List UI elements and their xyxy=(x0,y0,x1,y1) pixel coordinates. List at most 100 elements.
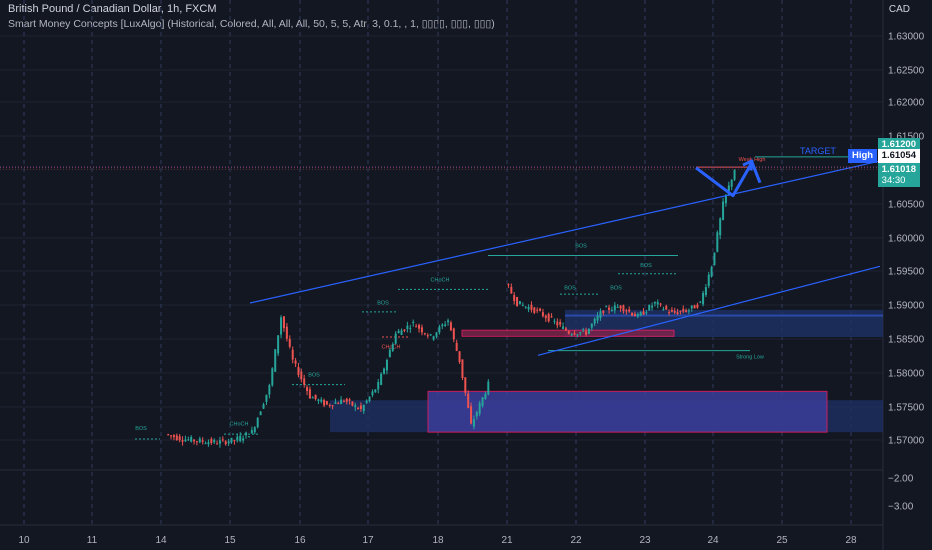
y-tick-label: 1.57500 xyxy=(888,403,925,414)
candle-body xyxy=(285,326,288,339)
candle-body xyxy=(707,274,710,286)
candle-body xyxy=(447,320,450,323)
candle-body xyxy=(727,185,730,195)
candle-body xyxy=(662,309,665,311)
candle-body xyxy=(467,393,470,408)
candle-body xyxy=(564,328,567,331)
candle-body xyxy=(374,389,377,393)
candle-body xyxy=(334,402,337,404)
candle-body xyxy=(184,439,187,442)
candle-body xyxy=(696,304,699,308)
x-tick-label: 21 xyxy=(501,535,513,546)
candle-body xyxy=(631,312,634,316)
candle-body xyxy=(645,312,648,314)
candle-body xyxy=(297,367,300,376)
y-tick-label: 1.62000 xyxy=(888,98,925,109)
candle-body xyxy=(409,328,412,330)
candle-body xyxy=(613,305,616,311)
candle-body xyxy=(377,381,380,390)
y-tick-label: 1.59500 xyxy=(888,267,925,278)
candle-body xyxy=(713,252,716,265)
candle-body xyxy=(670,309,673,312)
candle-body xyxy=(187,439,190,441)
candle-body xyxy=(455,342,458,351)
structure-label: BOS xyxy=(377,300,389,306)
candle-body xyxy=(429,334,432,336)
candle-body xyxy=(530,304,533,310)
candle-body xyxy=(682,308,685,312)
candle-body xyxy=(521,304,524,306)
candle-body xyxy=(345,398,348,402)
candle-body xyxy=(438,326,441,333)
order-block-midline xyxy=(565,314,883,317)
candle-body xyxy=(250,430,253,434)
candle-body xyxy=(426,335,429,337)
candle-body xyxy=(359,405,362,409)
candle-body xyxy=(633,313,636,317)
candle-body xyxy=(587,328,590,334)
candle-body xyxy=(642,311,645,315)
candle-body xyxy=(710,267,713,277)
candle-body xyxy=(699,301,702,303)
candle-body xyxy=(306,387,309,392)
candle-body xyxy=(239,435,242,442)
candle-body xyxy=(294,360,297,364)
candle-body xyxy=(213,440,216,443)
candle-body xyxy=(342,400,345,402)
y-tick-label: −2.00 xyxy=(888,474,914,485)
candle-body xyxy=(172,435,175,438)
candle-body xyxy=(636,313,639,317)
candle-body xyxy=(625,310,628,312)
y-tick-label: 1.59000 xyxy=(888,301,925,312)
candle-body xyxy=(245,432,248,436)
structure-label: BOS xyxy=(135,426,147,432)
candle-body xyxy=(331,405,334,407)
indicator-title[interactable]: Smart Money Concepts [LuxAlgo] (Historic… xyxy=(8,18,495,30)
candle-body xyxy=(449,322,452,331)
candle-body xyxy=(242,438,245,441)
candle-body xyxy=(651,305,654,308)
candle-body xyxy=(687,310,690,312)
candle-body xyxy=(221,439,224,441)
candle-body xyxy=(541,312,544,317)
bar-countdown: 34:30 xyxy=(881,175,906,186)
candles xyxy=(167,169,736,448)
candle-body xyxy=(702,292,705,305)
candle-body xyxy=(277,335,280,354)
candle-body xyxy=(268,385,271,395)
x-tick-label: 15 xyxy=(224,535,236,546)
candle-body xyxy=(628,309,631,312)
candle-body xyxy=(265,394,268,402)
candle-body xyxy=(690,305,693,309)
candle-body xyxy=(300,371,303,380)
candle-body xyxy=(391,344,394,351)
candle-body xyxy=(547,313,550,322)
candle-body xyxy=(724,194,727,204)
x-tick-label: 24 xyxy=(707,535,719,546)
candle-body xyxy=(314,394,317,399)
candle-body xyxy=(673,311,676,313)
structure-label: BOS xyxy=(640,263,652,269)
candle-body xyxy=(510,286,513,294)
candle-body xyxy=(288,338,291,347)
target-label: TARGET xyxy=(800,146,836,156)
last-price-tag: 1.61018 34:30 xyxy=(877,163,920,187)
candle-body xyxy=(665,305,668,310)
candle-body xyxy=(371,391,374,396)
candle-body xyxy=(207,442,210,445)
candle-body xyxy=(570,334,573,336)
candle-body xyxy=(190,436,193,442)
candle-body xyxy=(556,321,559,326)
structure-label: CHoCH xyxy=(230,421,249,427)
candle-body xyxy=(605,306,608,308)
candle-body xyxy=(668,312,671,314)
structure-label: Strong Low xyxy=(736,355,764,361)
x-tick-label: 16 xyxy=(294,535,306,546)
trend-channel xyxy=(249,159,884,356)
candle-body xyxy=(704,287,707,296)
candle-body xyxy=(484,393,487,399)
candle-body xyxy=(639,312,642,316)
candle-body xyxy=(351,401,354,406)
candle-body xyxy=(464,377,467,393)
